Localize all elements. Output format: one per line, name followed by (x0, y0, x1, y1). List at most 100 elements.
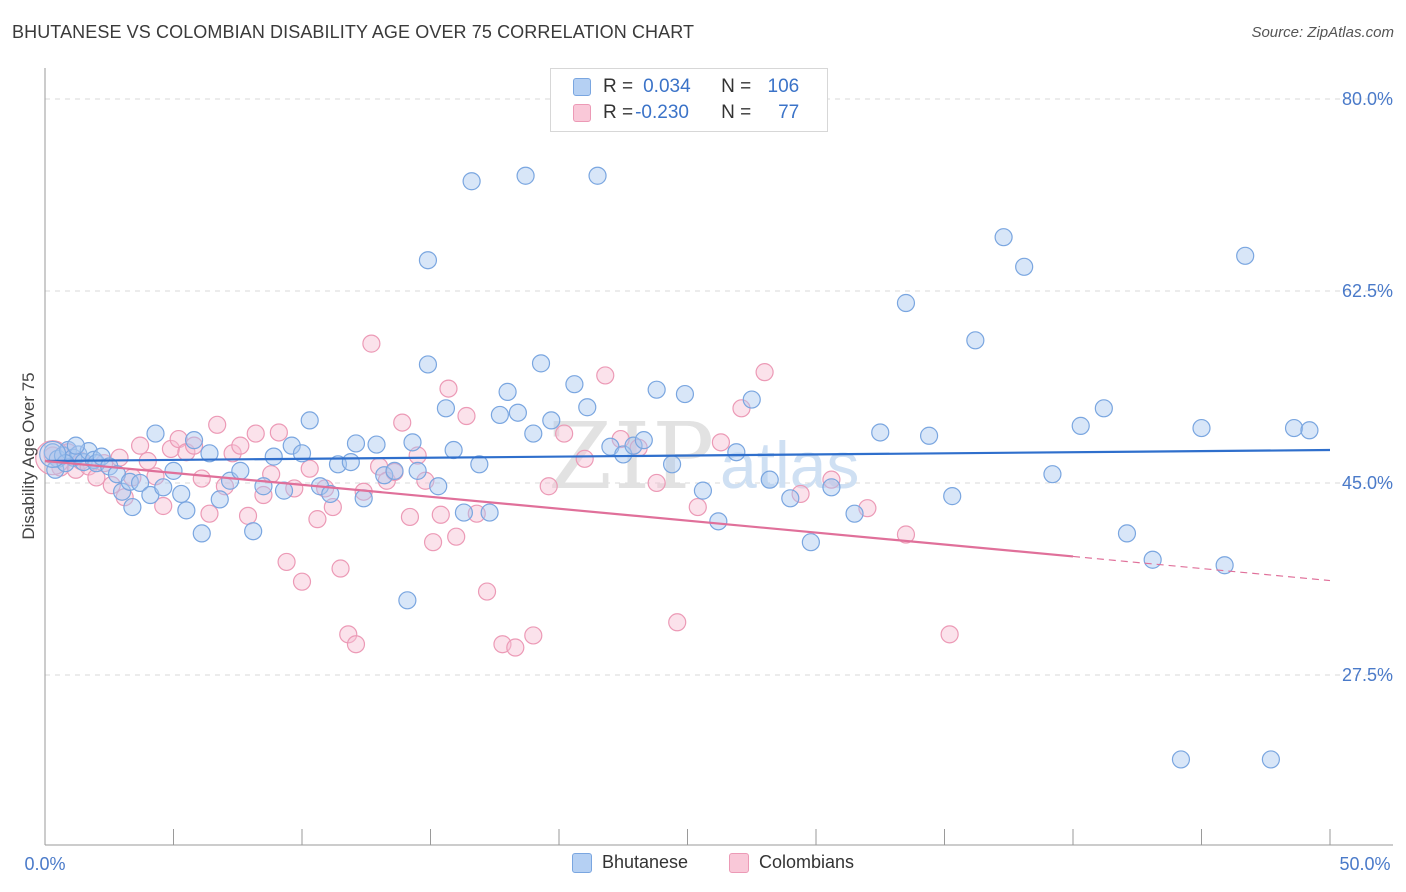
bhutanese-point (341, 452, 360, 472)
bhutanese-point (516, 166, 535, 185)
bhutanese-point (845, 504, 864, 523)
legend-row-bhutanese: R = 0.034 N = 106 (573, 74, 799, 100)
bhutanese-point (112, 482, 132, 501)
bhutanese-point (742, 390, 761, 409)
bhutanese-legend-swatch (572, 852, 592, 873)
colombians-point (154, 496, 173, 516)
bhutanese-point (354, 489, 373, 508)
colombians-point (223, 444, 242, 463)
bhutanese-point (164, 461, 183, 480)
colombians-point (292, 572, 312, 591)
bhutanese-point (146, 424, 165, 443)
bhutanese-trend-line (44, 448, 1331, 463)
colombians-point (130, 436, 150, 455)
colombians-trend-line (44, 459, 1074, 558)
colombians-point (184, 436, 204, 455)
legend-r-label: R = (603, 102, 634, 123)
bhutanese-point (177, 501, 196, 520)
colombians-point (339, 625, 358, 644)
bhutanese-point (154, 478, 173, 497)
bhutanese-point (408, 461, 427, 480)
colombians-point (439, 379, 458, 398)
bhutanese-point (454, 503, 474, 522)
colombians-point (447, 527, 466, 546)
bhutanese-point (801, 533, 820, 552)
colombians-point (87, 468, 106, 487)
bhutanese-point (675, 384, 695, 404)
chart-title: BHUTANESE VS COLOMBIAN DISABILITY AGE OV… (12, 22, 695, 42)
bhutanese-point (1015, 257, 1034, 276)
colombians-point (896, 525, 916, 544)
colombians-legend-label: Colombians (759, 852, 855, 872)
bhutanese-point (508, 403, 527, 422)
bhutanese-point (634, 431, 653, 450)
colombians-point (467, 504, 486, 523)
colombians-point (755, 363, 774, 382)
gridlines (45, 98, 1393, 676)
bhutanese-point (429, 477, 448, 496)
bhutanese-point (462, 172, 481, 191)
colombians-point (668, 613, 687, 632)
bhutanese-point (264, 447, 283, 466)
bhutanese-point (896, 293, 916, 313)
colombians-point (192, 469, 211, 488)
chart-source: Source: ZipAtlas.com (1251, 24, 1394, 41)
bhutanese-point (1215, 556, 1234, 575)
bhutanese-point (200, 444, 219, 463)
colombians-point (231, 436, 250, 455)
x-tick-label: 0.0% (24, 854, 65, 874)
legend-n-value: 77 (778, 102, 800, 123)
colombians-point (393, 413, 412, 432)
bhutanese-point (994, 228, 1013, 247)
colombians-point (300, 459, 319, 478)
bhutanese-point (403, 433, 422, 452)
bhutanese-legend-label: Bhutanese (602, 852, 689, 872)
colombians-point (362, 334, 381, 353)
y-tick-label: 45.0% (1342, 473, 1393, 493)
colombians-swatch (573, 104, 591, 122)
colombians-point (308, 510, 327, 529)
colombians-trend-extension (1072, 555, 1331, 582)
bhutanese-point (192, 524, 211, 543)
colombians-point (477, 582, 497, 601)
bhutanese-point (542, 411, 561, 430)
legend-r-value: 0.034 (643, 76, 691, 97)
bhutanese-point (1117, 524, 1137, 543)
legend-n-value: 106 (767, 76, 800, 97)
colombians-point (647, 473, 666, 493)
y-tick-label: 62.5% (1342, 281, 1393, 301)
bhutanese-point (624, 436, 643, 455)
bhutanese-point (1171, 750, 1191, 769)
y-axis-label: Disability Age Over 75 (19, 372, 38, 539)
bhutanese-point (418, 251, 438, 270)
y-tick-label: 27.5% (1342, 665, 1393, 685)
bhutanese-point (480, 503, 499, 522)
bhutanese-point (210, 490, 229, 509)
bhutanese-point (231, 461, 250, 480)
bhutanese-point (781, 489, 800, 508)
colombians-point (431, 505, 450, 524)
bhutanese-point (693, 481, 713, 500)
colombians-point (400, 507, 420, 527)
legend-row-colombians: R = -0.230 N = 77 (573, 100, 799, 126)
bhutanese-point (1284, 418, 1304, 438)
bhutanese-point (292, 444, 312, 463)
colombians-point (102, 476, 121, 495)
bhutanese-point (398, 591, 417, 610)
bhutanese-point (1192, 418, 1211, 438)
bottom-legend-bhutanese: Bhutanese (572, 852, 688, 873)
legend-n-label: N = (721, 102, 752, 123)
bhutanese-point (760, 470, 779, 489)
x-tick-label: 50.0% (1339, 854, 1390, 874)
bhutanese-point (524, 424, 543, 443)
colombians-point (246, 424, 265, 443)
bhutanese-point (346, 434, 366, 453)
bhutanese-point (184, 431, 204, 450)
bhutanese-point (367, 435, 386, 454)
bhutanese-point (647, 380, 666, 399)
axes (44, 68, 1393, 846)
bhutanese-point (436, 399, 456, 418)
bhutanese-point (1094, 399, 1113, 418)
colombians-point (506, 638, 525, 657)
bhutanese-point (919, 426, 939, 445)
